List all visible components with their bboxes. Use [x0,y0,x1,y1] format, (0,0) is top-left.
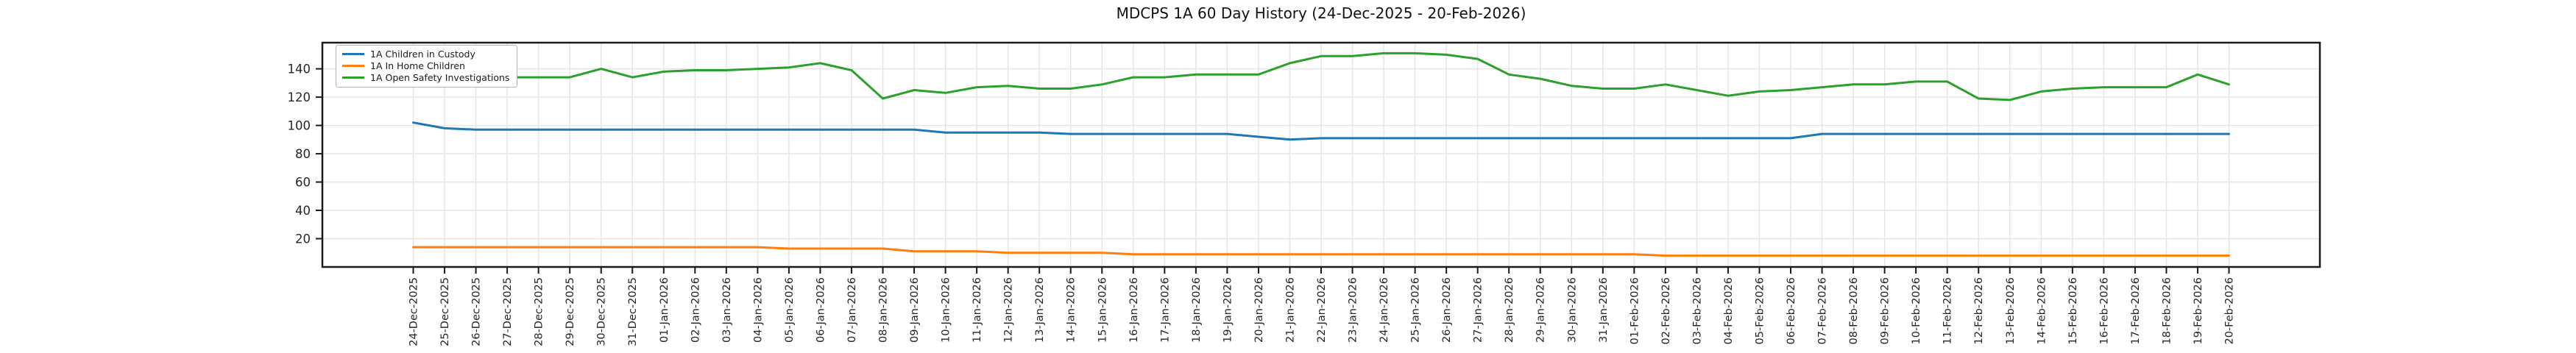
x-tick-label: 19-Jan-2026 [1222,277,1234,343]
legend: 1A Children in Custody 1A In Home Childr… [336,45,518,88]
series-line-1a-open-safety-investigations [412,51,2230,101]
x-tick-label: 21-Jan-2026 [1284,277,1296,343]
x-tick-label: 14-Feb-2026 [2036,277,2048,345]
x-tick-label: 11-Jan-2026 [972,277,983,343]
x-tick-label: 17-Jan-2026 [1159,277,1171,343]
x-tick-label: 02-Feb-2026 [1660,277,1672,345]
x-tick-label: 18-Jan-2026 [1191,277,1203,343]
x-tick-label: 20-Jan-2026 [1253,277,1265,343]
y-tick-label: 20 [295,232,311,246]
x-tick-label: 18-Feb-2026 [2161,277,2173,345]
x-tick-label: 08-Jan-2026 [878,277,890,343]
legend-item-in-home-children: 1A In Home Children [342,61,509,71]
x-tick-label: 27-Jan-2026 [1473,277,1485,343]
legend-swatch-blue-line-icon [342,53,364,55]
x-tick-label: 23-Jan-2026 [1348,277,1359,343]
chart-title: MDCPS 1A 60 Day History (24-Dec-2025 - 2… [1116,4,1526,22]
x-tick-label: 22-Jan-2026 [1316,277,1328,343]
x-tick-label: 10-Jan-2026 [941,277,952,343]
x-tick-label: 15-Feb-2026 [2067,277,2079,345]
x-tick-label: 14-Jan-2026 [1066,277,1078,343]
x-tick-label: 20-Feb-2026 [2224,277,2236,345]
x-tick-label: 13-Jan-2026 [1034,277,1046,343]
legend-swatch-orange-line-icon [342,65,364,67]
x-tick-label: 29-Jan-2026 [1535,277,1547,343]
x-tick-label: 24-Jan-2026 [1379,277,1390,343]
x-tick-label: 12-Jan-2026 [1003,277,1015,343]
y-tick-label: 120 [288,90,311,104]
x-tick-label: 25-Dec-2025 [439,277,451,346]
x-tick-label: 03-Feb-2026 [1691,277,1703,345]
legend-label: 1A Children in Custody [370,49,475,60]
x-tick-label: 30-Jan-2026 [1566,277,1578,343]
x-tick-label: 25-Jan-2026 [1410,277,1422,343]
x-tick-label: 08-Feb-2026 [1848,277,1860,345]
y-tick-label: 100 [288,119,311,133]
y-tick-label: 60 [295,176,311,190]
y-tick-label: 140 [288,63,311,76]
x-tick-label: 03-Jan-2026 [721,277,733,343]
series-line-1a-children-in-custody [412,121,2230,141]
x-tick-label: 06-Feb-2026 [1786,277,1797,345]
x-tick-label: 05-Jan-2026 [784,277,796,343]
legend-label: 1A In Home Children [370,60,465,71]
x-tick-label: 01-Feb-2026 [1629,277,1641,345]
legend-item-open-safety-investigations: 1A Open Safety Investigations [342,73,509,82]
x-tick-label: 04-Jan-2026 [752,277,764,343]
x-tick-label: 06-Jan-2026 [815,277,827,343]
x-tick-label: 04-Feb-2026 [1723,277,1735,345]
x-tick-label: 09-Feb-2026 [1880,277,1892,345]
x-tick-label: 09-Jan-2026 [909,277,921,343]
x-tick-label: 24-Dec-2025 [408,277,420,346]
legend-item-children-in-custody: 1A Children in Custody [342,49,509,59]
x-tick-label: 16-Jan-2026 [1128,277,1140,343]
x-tick-label: 29-Dec-2025 [565,277,576,346]
x-tick-label: 16-Feb-2026 [2098,277,2110,345]
legend-swatch-green-line-icon [342,76,364,79]
legend-label: 1A Open Safety Investigations [370,72,510,83]
x-tick-label: 07-Feb-2026 [1817,277,1829,345]
x-tick-label: 26-Jan-2026 [1441,277,1453,343]
x-tick-label: 31-Jan-2026 [1598,277,1610,343]
x-tick-label: 10-Feb-2026 [1911,277,1922,345]
x-tick-label: 01-Jan-2026 [659,277,670,343]
x-tick-label: 13-Feb-2026 [2005,277,2017,345]
x-tick-label: 27-Dec-2025 [502,277,514,346]
x-tick-label: 28-Jan-2026 [1504,277,1515,343]
x-tick-label: 11-Feb-2026 [1942,277,1954,345]
x-tick-label: 26-Dec-2025 [471,277,483,346]
x-tick-label: 15-Jan-2026 [1097,277,1108,343]
x-tick-label: 07-Jan-2026 [846,277,858,343]
x-tick-label: 19-Feb-2026 [2193,277,2204,345]
x-tick-label: 28-Dec-2025 [534,277,545,346]
y-tick-label: 40 [295,204,311,218]
series-line-1a-in-home-children [412,246,2230,257]
x-tick-label: 05-Feb-2026 [1754,277,1766,345]
x-tick-label: 31-Dec-2025 [627,277,639,346]
x-tick-label: 02-Jan-2026 [690,277,701,343]
x-tick-label: 17-Feb-2026 [2130,277,2142,345]
x-tick-label: 12-Feb-2026 [1973,277,1985,345]
y-tick-label: 80 [295,147,311,161]
x-tick-label: 30-Dec-2025 [596,277,608,346]
